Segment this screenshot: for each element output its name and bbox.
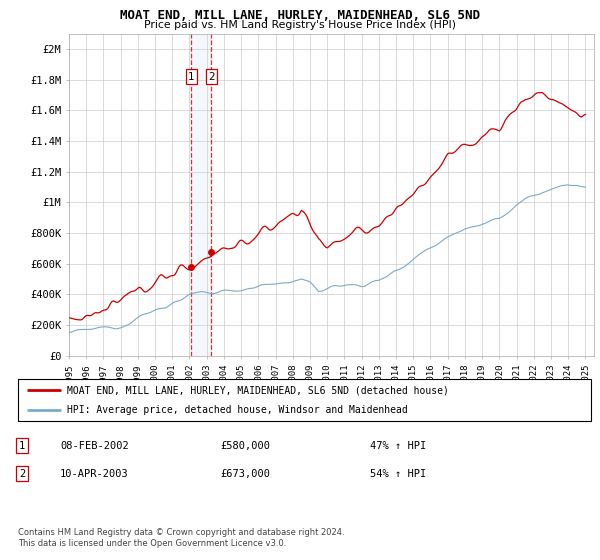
Text: HPI: Average price, detached house, Windsor and Maidenhead: HPI: Average price, detached house, Wind…	[67, 405, 407, 415]
Text: MOAT END, MILL LANE, HURLEY, MAIDENHEAD, SL6 5ND: MOAT END, MILL LANE, HURLEY, MAIDENHEAD,…	[120, 9, 480, 22]
Text: 54% ↑ HPI: 54% ↑ HPI	[370, 469, 426, 479]
Text: This data is licensed under the Open Government Licence v3.0.: This data is licensed under the Open Gov…	[18, 539, 286, 548]
Text: 2: 2	[208, 72, 215, 82]
Text: Price paid vs. HM Land Registry's House Price Index (HPI): Price paid vs. HM Land Registry's House …	[144, 20, 456, 30]
Text: 10-APR-2003: 10-APR-2003	[60, 469, 129, 479]
Text: 2: 2	[19, 469, 25, 479]
Text: £673,000: £673,000	[220, 469, 270, 479]
Text: Contains HM Land Registry data © Crown copyright and database right 2024.: Contains HM Land Registry data © Crown c…	[18, 528, 344, 536]
Text: 1: 1	[188, 72, 194, 82]
Text: 47% ↑ HPI: 47% ↑ HPI	[370, 441, 426, 451]
Bar	[191, 34, 211, 356]
Text: 1: 1	[19, 441, 25, 451]
Text: MOAT END, MILL LANE, HURLEY, MAIDENHEAD, SL6 5ND (detached house): MOAT END, MILL LANE, HURLEY, MAIDENHEAD,…	[67, 385, 449, 395]
Text: £580,000: £580,000	[220, 441, 270, 451]
FancyBboxPatch shape	[18, 379, 591, 421]
Text: 08-FEB-2002: 08-FEB-2002	[60, 441, 129, 451]
